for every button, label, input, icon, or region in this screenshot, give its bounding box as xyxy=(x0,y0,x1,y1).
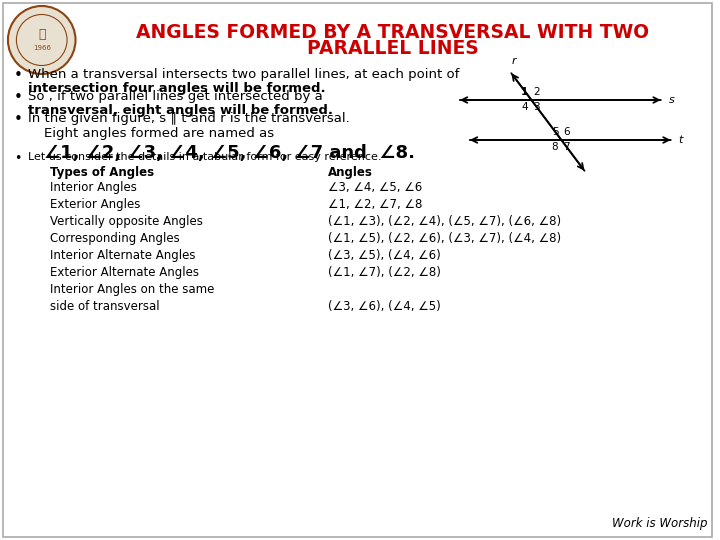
Text: Interior Angles on the same: Interior Angles on the same xyxy=(50,283,214,296)
Text: (∠1, ∠3), (∠2, ∠4), (∠5, ∠7), (∠6, ∠8): (∠1, ∠3), (∠2, ∠4), (∠5, ∠7), (∠6, ∠8) xyxy=(328,215,561,228)
Text: 1: 1 xyxy=(521,87,528,97)
Text: Let us consider the details in a tabular form for easy reference.: Let us consider the details in a tabular… xyxy=(28,152,382,162)
Text: 8: 8 xyxy=(552,142,558,152)
Text: 3: 3 xyxy=(534,102,540,112)
Text: 4: 4 xyxy=(522,102,528,112)
Text: intersection four angles will be formed.: intersection four angles will be formed. xyxy=(28,82,325,95)
Text: transversal, eight angles will be formed.: transversal, eight angles will be formed… xyxy=(28,104,333,117)
Text: Vertically opposite Angles: Vertically opposite Angles xyxy=(50,215,202,228)
Text: Exterior Alternate Angles: Exterior Alternate Angles xyxy=(50,266,199,279)
Text: s: s xyxy=(669,95,675,105)
Text: t: t xyxy=(678,135,683,145)
Circle shape xyxy=(8,6,76,74)
Text: •: • xyxy=(14,152,22,165)
Text: •: • xyxy=(14,112,23,127)
Text: 7: 7 xyxy=(563,142,570,152)
Text: Interior Alternate Angles: Interior Alternate Angles xyxy=(50,249,195,262)
Text: ॐ: ॐ xyxy=(38,28,45,40)
Text: (∠1, ∠5), (∠2, ∠6), (∠3, ∠7), (∠4, ∠8): (∠1, ∠5), (∠2, ∠6), (∠3, ∠7), (∠4, ∠8) xyxy=(328,232,561,245)
Text: In the given figure, s ∥ t and r is the transversal.: In the given figure, s ∥ t and r is the … xyxy=(28,112,350,125)
Text: So , if two parallel lines get intersected by a: So , if two parallel lines get intersect… xyxy=(28,90,323,103)
Text: 2: 2 xyxy=(534,87,540,97)
Text: side of transversal: side of transversal xyxy=(50,300,159,313)
FancyBboxPatch shape xyxy=(3,3,712,537)
Text: ∠1, ∠2, ∠7, ∠8: ∠1, ∠2, ∠7, ∠8 xyxy=(328,198,422,211)
Text: r: r xyxy=(511,56,516,66)
Text: Eight angles formed are named as: Eight angles formed are named as xyxy=(44,127,274,140)
Text: ∠3, ∠4, ∠5, ∠6: ∠3, ∠4, ∠5, ∠6 xyxy=(328,181,422,194)
Text: Angles: Angles xyxy=(328,166,373,179)
Text: •: • xyxy=(14,90,23,105)
Text: Types of Angles: Types of Angles xyxy=(50,166,154,179)
Text: PARALLEL LINES: PARALLEL LINES xyxy=(307,38,478,57)
Text: Exterior Angles: Exterior Angles xyxy=(50,198,140,211)
Text: (∠3, ∠6), (∠4, ∠5): (∠3, ∠6), (∠4, ∠5) xyxy=(328,300,441,313)
Text: (∠3, ∠5), (∠4, ∠6): (∠3, ∠5), (∠4, ∠6) xyxy=(328,249,441,262)
Text: ANGLES FORMED BY A TRANSVERSAL WITH TWO: ANGLES FORMED BY A TRANSVERSAL WITH TWO xyxy=(136,24,649,43)
Text: (∠1, ∠7), (∠2, ∠8): (∠1, ∠7), (∠2, ∠8) xyxy=(328,266,441,279)
Text: Work is Worship: Work is Worship xyxy=(612,517,707,530)
Text: 1966: 1966 xyxy=(32,45,50,51)
Text: 5: 5 xyxy=(552,127,558,137)
Text: Corresponding Angles: Corresponding Angles xyxy=(50,232,179,245)
Text: •: • xyxy=(14,68,23,83)
Text: When a transversal intersects two parallel lines, at each point of: When a transversal intersects two parall… xyxy=(28,68,459,81)
Text: 6: 6 xyxy=(563,127,570,137)
Text: ∠1, ∠2, ∠3, ∠4, ∠5, ∠6, ∠7 and  ∠8.: ∠1, ∠2, ∠3, ∠4, ∠5, ∠6, ∠7 and ∠8. xyxy=(44,144,415,162)
Text: Interior Angles: Interior Angles xyxy=(50,181,137,194)
